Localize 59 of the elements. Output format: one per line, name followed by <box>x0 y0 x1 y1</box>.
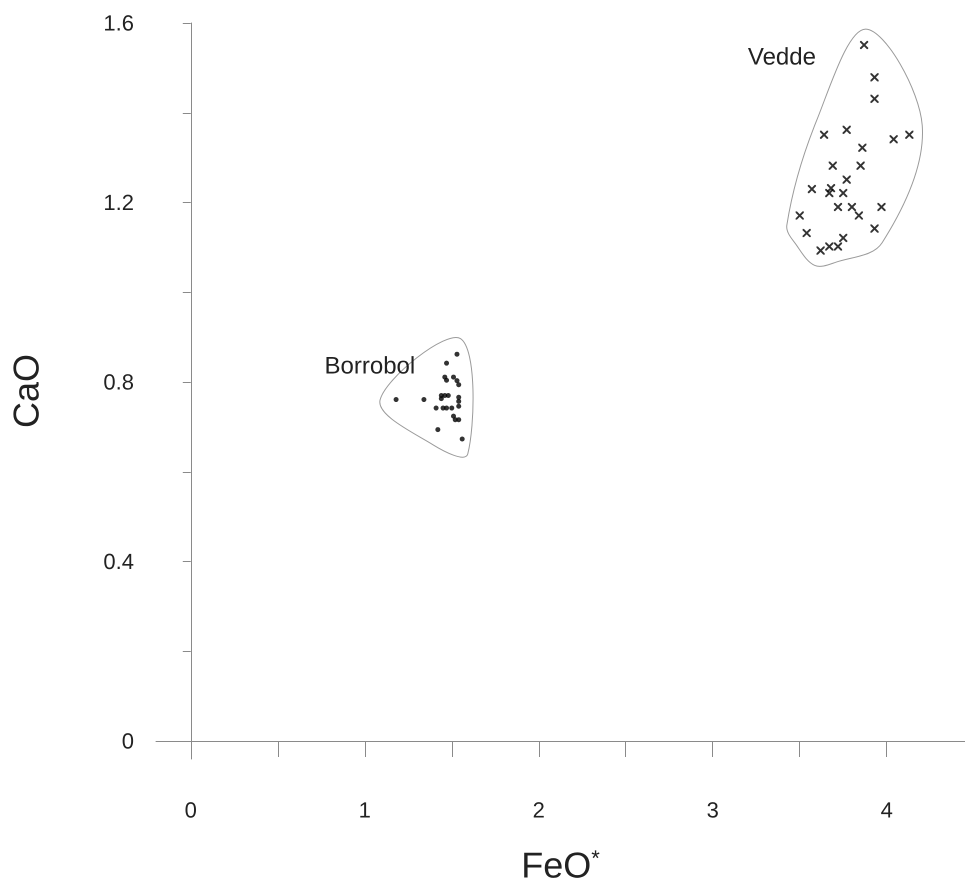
x-axis-title: FeO* <box>521 844 600 886</box>
point <box>444 360 450 366</box>
x-tick-label: 3 <box>706 798 719 822</box>
point <box>824 242 834 251</box>
point <box>858 143 867 152</box>
point <box>828 161 838 170</box>
point <box>834 202 842 212</box>
x-tick-label: 1 <box>358 798 371 822</box>
point <box>824 188 834 198</box>
point <box>802 228 812 238</box>
point <box>834 242 842 251</box>
point <box>889 134 898 144</box>
point <box>438 396 444 402</box>
point <box>394 397 399 402</box>
point <box>838 188 848 198</box>
point <box>826 184 836 193</box>
point <box>451 414 456 419</box>
point <box>454 352 460 357</box>
point <box>456 398 462 404</box>
point <box>808 184 816 194</box>
x-tick-label: 2 <box>532 798 545 822</box>
point <box>444 406 450 411</box>
y-tick-label: 0.4 <box>103 549 134 574</box>
y-tick-label: 0 <box>122 728 134 754</box>
point <box>842 125 852 134</box>
series-label: Borrobol <box>324 352 416 380</box>
point <box>842 175 852 184</box>
point <box>451 374 456 380</box>
point <box>870 94 879 104</box>
point <box>435 427 440 432</box>
point <box>460 436 465 442</box>
point <box>449 406 454 411</box>
point <box>456 382 462 388</box>
point <box>456 417 462 422</box>
point <box>434 406 439 411</box>
y-tick-label: 1.2 <box>103 190 134 216</box>
y-tick-label: 1.6 <box>103 10 134 36</box>
point <box>848 202 856 212</box>
y-tick-label: 0.8 <box>103 370 134 395</box>
point <box>444 378 450 383</box>
x-tick-label: 0 <box>184 798 197 822</box>
point <box>870 224 879 233</box>
point <box>838 234 848 242</box>
point <box>795 211 804 220</box>
point <box>456 404 462 409</box>
x-tick-label: 4 <box>880 798 893 822</box>
point <box>877 202 886 212</box>
point <box>904 130 914 140</box>
point <box>854 211 864 220</box>
point <box>860 40 868 50</box>
point <box>446 392 451 398</box>
point <box>856 161 866 170</box>
series-label: Vedde <box>748 43 816 70</box>
point <box>820 130 828 140</box>
y-axis-title: CaO <box>6 354 46 428</box>
point <box>870 72 879 82</box>
point <box>816 246 825 255</box>
point <box>421 397 426 402</box>
point <box>454 378 460 384</box>
